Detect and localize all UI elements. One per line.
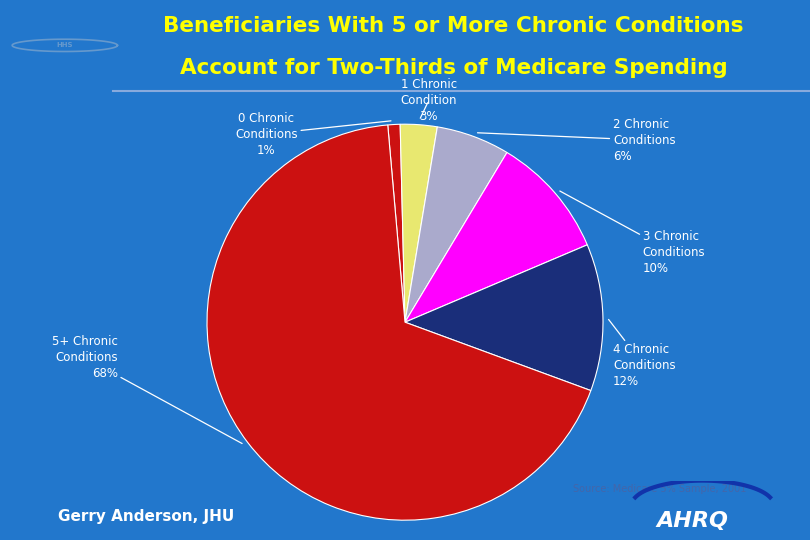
Text: Source: Medicare 5% Sample, 2001: Source: Medicare 5% Sample, 2001 bbox=[573, 484, 747, 495]
Wedge shape bbox=[405, 127, 507, 322]
Text: 1 Chronic
Condition
3%: 1 Chronic Condition 3% bbox=[400, 78, 457, 123]
Text: HHS: HHS bbox=[57, 42, 73, 49]
Wedge shape bbox=[405, 245, 603, 390]
Text: Account for Two-Thirds of Medicare Spending: Account for Two-Thirds of Medicare Spend… bbox=[180, 58, 727, 78]
Wedge shape bbox=[400, 124, 437, 322]
Text: AHRQ: AHRQ bbox=[657, 511, 728, 531]
Text: 2 Chronic
Conditions
6%: 2 Chronic Conditions 6% bbox=[478, 118, 676, 163]
Text: Beneficiaries With 5 or More Chronic Conditions: Beneficiaries With 5 or More Chronic Con… bbox=[164, 16, 744, 37]
Text: 0 Chronic
Conditions
1%: 0 Chronic Conditions 1% bbox=[235, 112, 391, 157]
Wedge shape bbox=[388, 124, 405, 322]
Wedge shape bbox=[405, 152, 587, 322]
Text: 5+ Chronic
Conditions
68%: 5+ Chronic Conditions 68% bbox=[52, 335, 242, 443]
Wedge shape bbox=[207, 125, 590, 520]
Text: Gerry Anderson, JHU: Gerry Anderson, JHU bbox=[58, 509, 235, 524]
Text: 3 Chronic
Conditions
10%: 3 Chronic Conditions 10% bbox=[560, 191, 706, 275]
Text: 4 Chronic
Conditions
12%: 4 Chronic Conditions 12% bbox=[608, 320, 676, 388]
